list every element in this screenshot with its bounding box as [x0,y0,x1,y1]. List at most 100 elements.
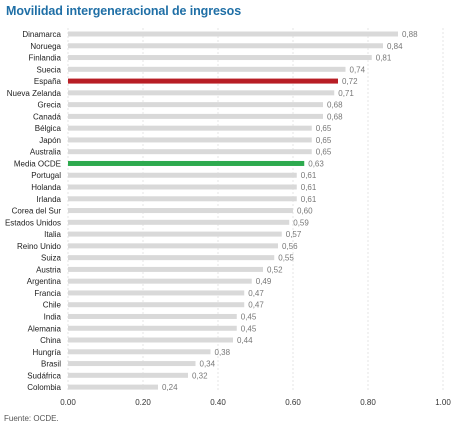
value-label: 0,61 [301,195,317,204]
value-label: 0,65 [316,136,332,145]
category-label: Media OCDE [14,159,61,168]
bar [68,149,312,155]
bar [68,113,323,119]
bar [68,31,398,37]
category-label: Suecia [37,65,62,74]
bar [68,372,188,378]
bar [68,255,275,261]
value-label: 0,68 [327,101,343,110]
x-tick-label: 0.20 [135,398,151,407]
category-label: Brasil [41,360,61,369]
bar [68,243,278,249]
category-label: Nueva Zelanda [7,89,62,98]
bar [68,337,233,343]
bar [68,325,237,331]
category-label: Dinamarca [22,30,61,39]
category-label: Argentina [27,277,62,286]
value-label: 0,44 [237,336,253,345]
category-label: España [34,77,62,86]
category-label: Canadá [33,112,62,121]
value-label: 0,45 [241,312,257,321]
x-tick-label: 0.80 [360,398,376,407]
x-tick-label: 1.00 [435,398,451,407]
category-label: Italia [44,230,61,239]
category-label: Austria [36,265,61,274]
value-label: 0,71 [338,89,354,98]
category-label: Australia [30,148,62,157]
category-label: Corea del Sur [12,207,62,216]
category-label: Irlanda [37,195,62,204]
category-label: Grecia [37,101,61,110]
value-label: 0,61 [301,183,317,192]
value-label: 0,47 [248,289,264,298]
bar [68,137,312,143]
value-label: 0,60 [297,207,313,216]
bar [68,55,372,61]
bar [68,125,312,131]
bar [68,266,263,272]
value-label: 0,63 [308,159,324,168]
bar [68,290,245,296]
bar [68,384,158,390]
source-note: Fuente: OCDE. [4,414,59,423]
value-label: 0,52 [267,265,283,274]
value-label: 0,45 [241,324,257,333]
category-label: Alemania [28,324,62,333]
category-label: Holanda [31,183,61,192]
bar [68,172,297,178]
value-label: 0,81 [376,54,392,63]
bar [68,43,383,49]
bar [68,196,297,202]
bar [68,78,338,84]
value-label: 0,84 [387,42,403,51]
category-label: Francia [34,289,61,298]
category-label: Estados Unidos [5,218,61,227]
category-label: China [40,336,61,345]
category-label: Finlandia [29,54,62,63]
category-label: Colombia [27,383,61,392]
bar [68,361,196,367]
bar [68,102,323,108]
bar [68,302,245,308]
bar [68,349,211,355]
bar [68,90,335,96]
value-label: 0,72 [342,77,358,86]
category-label: Noruega [30,42,61,51]
category-label: Hungría [33,348,62,357]
category-label: India [44,312,62,321]
value-label: 0,55 [278,254,294,263]
category-label: Portugal [31,171,61,180]
bar [68,160,305,166]
bar [68,66,346,72]
value-label: 0,24 [162,383,178,392]
category-label: Reino Unido [17,242,62,251]
value-label: 0,68 [327,112,343,121]
value-label: 0,56 [282,242,298,251]
value-label: 0,34 [200,360,216,369]
category-label: Suiza [41,254,62,263]
bar [68,313,237,319]
value-label: 0,61 [301,171,317,180]
category-label: Japón [39,136,61,145]
x-tick-label: 0.00 [60,398,76,407]
bar [68,219,290,225]
value-label: 0,47 [248,301,264,310]
value-label: 0,49 [256,277,272,286]
value-label: 0,65 [316,148,332,157]
x-tick-label: 0.60 [285,398,301,407]
chart-title: Movilidad intergeneracional de ingresos [6,4,242,18]
bar [68,231,282,237]
value-label: 0,38 [215,348,231,357]
x-tick-label: 0.40 [210,398,226,407]
value-label: 0,65 [316,124,332,133]
bar [68,278,252,284]
value-label: 0,57 [286,230,302,239]
value-label: 0,32 [192,371,208,380]
value-label: 0,88 [402,30,418,39]
value-label: 0,74 [350,65,366,74]
bar [68,208,293,214]
category-label: Sudáfrica [27,371,61,380]
category-label: Bélgica [35,124,62,133]
bar [68,184,297,190]
